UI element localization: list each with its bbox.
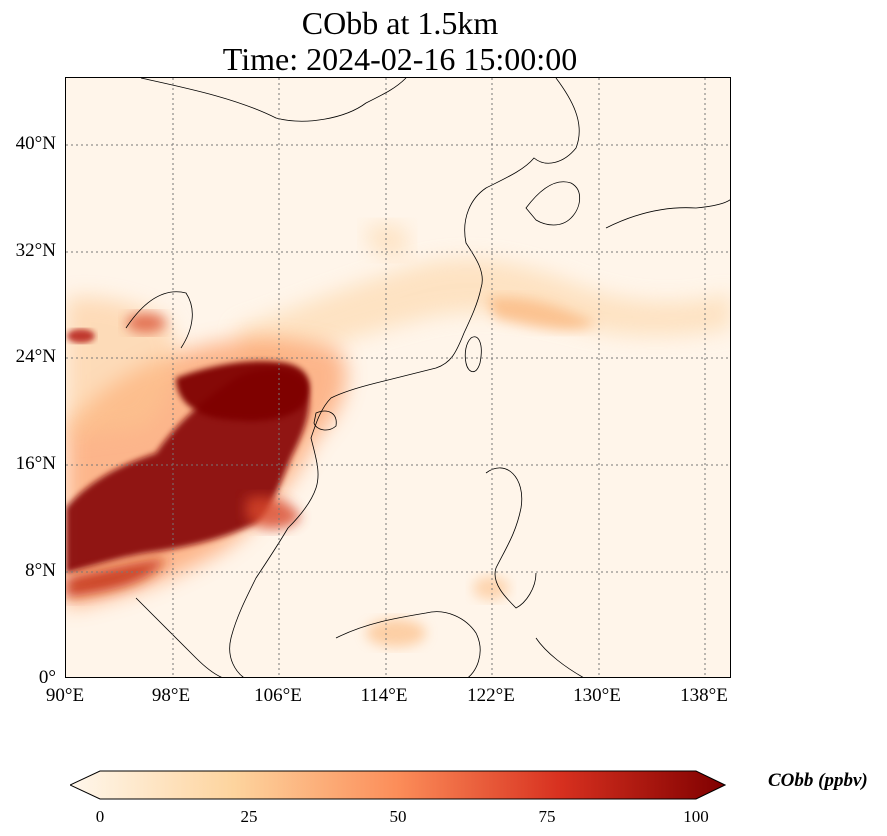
map-panel — [65, 77, 731, 678]
colorbar-tick-75: 75 — [538, 807, 556, 826]
plume-core-south — [66, 558, 166, 598]
lat-tick-40n: 40°N — [15, 133, 56, 154]
lon-tick-114e: 114°E — [360, 685, 408, 706]
lat-tick-8n: 8°N — [25, 560, 56, 581]
colorbar-tick-100: 100 — [683, 807, 709, 826]
plume-patch-philippines — [473, 576, 509, 600]
lat-tick-0: 0° — [38, 667, 56, 688]
colorbar — [68, 770, 727, 800]
lon-tick-98e: 98°E — [151, 685, 191, 706]
plume-east-light — [236, 258, 730, 368]
lon-tick-138e: 138°E — [680, 685, 728, 706]
lat-tick-16n: 16°N — [15, 453, 56, 474]
lon-tick-130e: 130°E — [573, 685, 621, 706]
colorbar-label: CObb (ppbv) — [768, 770, 868, 791]
gridlines — [66, 78, 730, 677]
plume-east-core — [486, 297, 596, 330]
plume-patch-nw — [67, 329, 95, 343]
colorbar-bar — [68, 770, 727, 800]
map-canvas — [66, 78, 730, 677]
lat-tick-24n: 24°N — [15, 346, 56, 367]
lat-tick-32n: 32°N — [15, 240, 56, 261]
lon-tick-106e: 106°E — [254, 685, 302, 706]
map-title-line1: CObb at 1.5km — [301, 5, 499, 41]
colorbar-tick-50: 50 — [389, 807, 407, 826]
lon-tick-122e: 122°E — [467, 685, 515, 706]
colorbar-graphic — [68, 770, 727, 800]
plume-mekong — [246, 496, 301, 530]
colorbar-tick-0: 0 — [95, 807, 105, 826]
map-title-line2: Time: 2024-02-16 15:00:00 — [222, 41, 578, 77]
plume-patch-borneo — [366, 619, 426, 647]
colorbar-tick-25: 25 — [240, 807, 258, 826]
lon-tick-90e: 90°E — [45, 685, 85, 706]
plume-north-light — [366, 224, 409, 257]
plume-patch-n — [126, 313, 166, 333]
plume-core-central — [176, 361, 310, 421]
coastlines — [125, 78, 730, 677]
